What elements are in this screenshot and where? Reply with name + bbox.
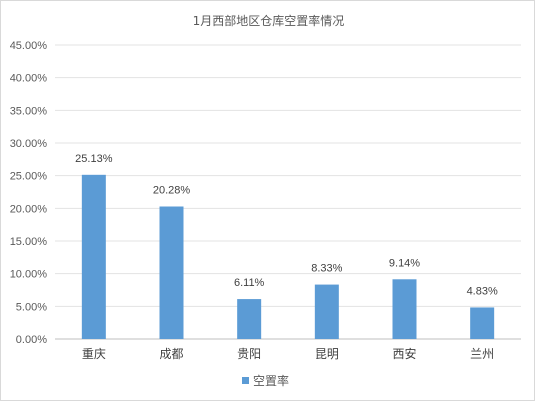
data-label: 20.28% bbox=[153, 185, 191, 197]
x-tick-label: 贵阳 bbox=[237, 347, 261, 361]
bar bbox=[392, 279, 417, 339]
x-tick-label: 昆明 bbox=[315, 347, 339, 361]
y-tick-label: 25.00% bbox=[10, 171, 48, 183]
bar bbox=[81, 174, 106, 339]
bar bbox=[314, 284, 339, 339]
y-axis-ticks: 0.00% 5.00% 10.00% 15.00% 20.00% 25.00% 30.00%… bbox=[10, 40, 48, 346]
y-tick-label: 10.00% bbox=[10, 269, 48, 281]
data-label: 6.11% bbox=[234, 277, 265, 289]
data-label: 25.13% bbox=[75, 153, 113, 165]
y-tick-label: 40.00% bbox=[10, 73, 48, 85]
gridlines bbox=[55, 44, 521, 340]
x-tick-label: 西安 bbox=[392, 346, 416, 361]
y-tick-label: 5.00% bbox=[16, 301, 47, 313]
y-tick-label: 30.00% bbox=[10, 138, 48, 150]
data-label: 4.83% bbox=[467, 285, 498, 297]
data-label: 8.33% bbox=[311, 263, 342, 275]
y-tick-label: 15.00% bbox=[10, 236, 48, 248]
legend-label: 空置率 bbox=[253, 373, 289, 388]
x-tick-label: 成都 bbox=[159, 347, 183, 361]
x-tick-label: 兰州 bbox=[470, 347, 494, 361]
chart-title: 1月西部地区仓库空置率情况 bbox=[193, 13, 345, 28]
bar bbox=[470, 307, 495, 339]
legend-swatch bbox=[242, 377, 249, 384]
data-labels: 25.13% 20.28% 6.11% 8.33% 9.14% 4.83% bbox=[75, 153, 498, 298]
x-tick-label: 重庆 bbox=[82, 347, 106, 361]
y-tick-label: 45.00% bbox=[10, 40, 48, 52]
bar bbox=[237, 299, 262, 339]
y-tick-label: 35.00% bbox=[10, 105, 48, 117]
bars bbox=[81, 174, 495, 339]
y-tick-label: 20.00% bbox=[10, 203, 48, 215]
y-tick-label: 0.00% bbox=[16, 334, 47, 346]
x-axis-ticks: 重庆 成都 贵阳 昆明 西安 兰州 bbox=[82, 346, 494, 361]
data-label: 9.14% bbox=[389, 257, 420, 269]
bar bbox=[159, 206, 184, 339]
legend: 空置率 bbox=[242, 373, 289, 388]
